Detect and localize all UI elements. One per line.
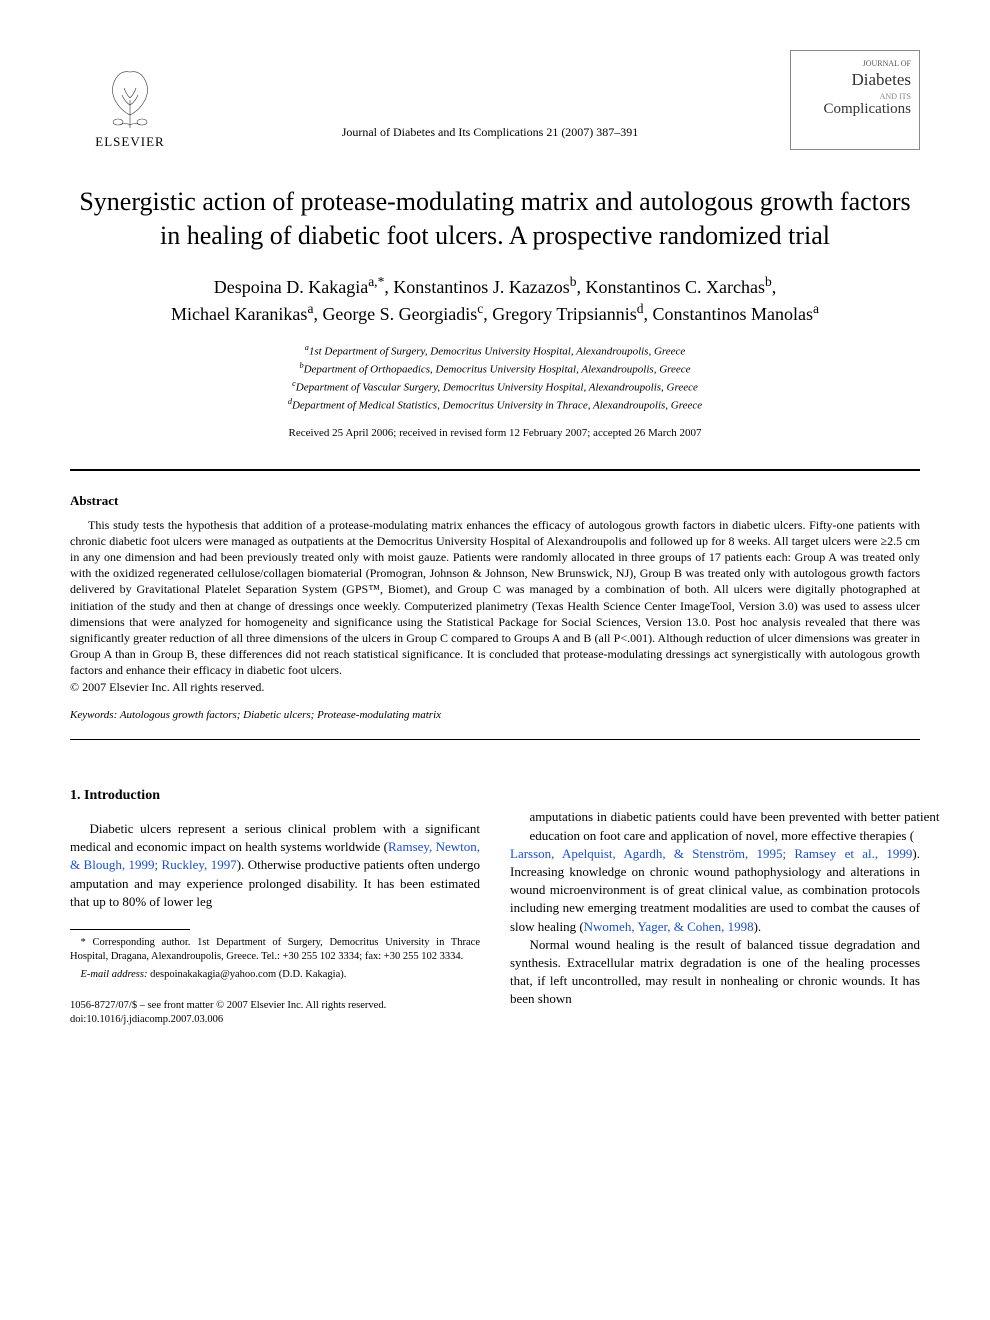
publisher-name: ELSEVIER — [95, 134, 164, 150]
abstract-heading: Abstract — [70, 493, 920, 509]
divider-thick — [70, 469, 920, 471]
divider-thin — [70, 739, 920, 740]
journal-citation: Journal of Diabetes and Its Complication… — [190, 125, 790, 140]
elsevier-tree-icon — [90, 60, 170, 130]
affiliation-a: 1st Department of Surgery, Democritus Un… — [309, 346, 686, 358]
author-list: Despoina D. Kakagiaa,*, Konstantinos J. … — [70, 273, 920, 327]
affiliation-d: Department of Medical Statistics, Democr… — [292, 400, 702, 412]
author-sep: , — [772, 277, 777, 297]
author-name: , George S. Georgiadis — [313, 304, 477, 324]
affiliation-c: Department of Vascular Surgery, Democrit… — [296, 382, 698, 394]
doi: doi:10.1016/j.jdiacomp.2007.03.006 — [70, 1013, 480, 1027]
intro-para-1: Diabetic ulcers represent a serious clin… — [70, 820, 480, 911]
author-affil-sup: a — [813, 301, 819, 316]
intro-para-1-cont: amputations in diabetic patients could h… — [510, 808, 920, 935]
left-column: 1. Introduction Diabetic ulcers represen… — [70, 758, 480, 1027]
intro-heading: 1. Introduction — [70, 786, 480, 806]
right-column: amputations in diabetic patients could h… — [510, 758, 920, 1027]
email-label: E-mail address: — [81, 969, 148, 980]
author-affil-sup: a, — [368, 274, 377, 289]
email-footnote: E-mail address: despoinakakagia@yahoo.co… — [70, 968, 480, 983]
journal-logo-main: Diabetes — [799, 70, 911, 90]
publisher-logo: ELSEVIER — [70, 50, 190, 150]
body-text: ). — [754, 919, 762, 934]
journal-logo-small: JOURNAL OF — [799, 59, 911, 68]
author-affil-sup: b — [765, 274, 772, 289]
issn-copyright: 1056-8727/07/$ – see front matter © 2007… — [70, 999, 480, 1013]
body-text: amputations in diabetic patients could h… — [530, 808, 940, 844]
email-address: despoinakakagia@yahoo.com (D.D. Kakagia)… — [147, 969, 346, 980]
article-dates: Received 25 April 2006; received in revi… — [70, 427, 920, 439]
article-title: Synergistic action of protease-modulatin… — [70, 185, 920, 253]
corresponding-author-footnote: * Corresponding author. 1st Department o… — [70, 936, 480, 964]
reference-link[interactable]: Nwomeh, Yager, & Cohen, 1998 — [584, 919, 754, 934]
reference-link[interactable]: Larsson, Apelquist, Agardh, & Stenström,… — [510, 846, 912, 861]
abstract-copyright: © 2007 Elsevier Inc. All rights reserved… — [70, 680, 920, 695]
author-name: Despoina D. Kakagia — [214, 277, 368, 297]
keywords-text: Autologous growth factors; Diabetic ulce… — [117, 709, 441, 721]
author-name: , Konstantinos J. Kazazos — [384, 277, 569, 297]
footnote-separator — [70, 929, 190, 930]
author-affil-sup: d — [637, 301, 644, 316]
author-name: , Gregory Tripsiannis — [483, 304, 637, 324]
affiliations: a1st Department of Surgery, Democritus U… — [70, 342, 920, 415]
keywords-line: Keywords: Autologous growth factors; Dia… — [70, 709, 920, 721]
intro-para-2: Normal wound healing is the result of ba… — [510, 936, 920, 1009]
affiliation-b: Department of Orthopaedics, Democritus U… — [304, 364, 691, 376]
author-affil-sup: b — [570, 274, 577, 289]
journal-logo-sub: Complications — [799, 101, 911, 118]
abstract-body: This study tests the hypothesis that add… — [70, 517, 920, 679]
footer-metadata: 1056-8727/07/$ – see front matter © 2007… — [70, 999, 480, 1027]
keywords-label: Keywords: — [70, 709, 117, 721]
body-columns: 1. Introduction Diabetic ulcers represen… — [70, 758, 920, 1027]
author-name: Michael Karanikas — [171, 304, 307, 324]
journal-logo-and: AND ITS — [799, 92, 911, 101]
author-name: , Constantinos Manolas — [644, 304, 814, 324]
journal-logo-box: JOURNAL OF Diabetes AND ITS Complication… — [790, 50, 920, 150]
author-name: , Konstantinos C. Xarchas — [577, 277, 765, 297]
page-header: ELSEVIER Journal of Diabetes and Its Com… — [70, 50, 920, 150]
